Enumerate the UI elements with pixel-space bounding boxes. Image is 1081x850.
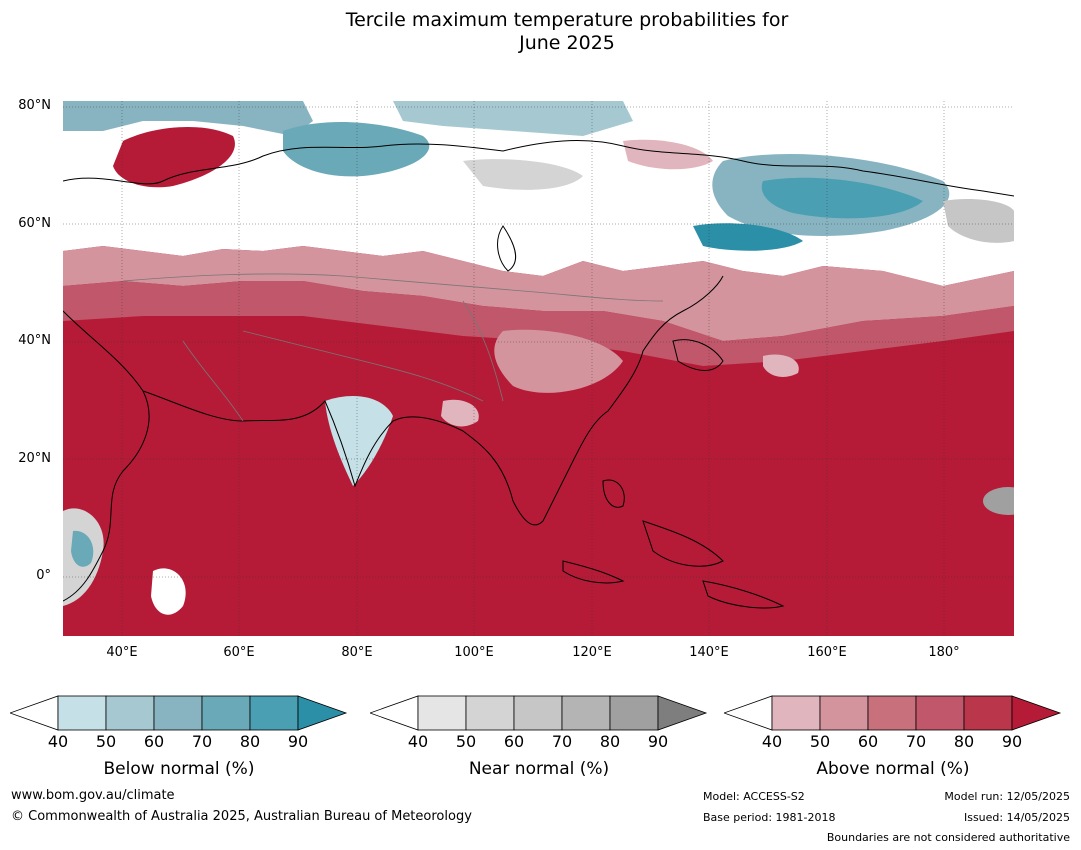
colorbar-swatch — [201, 695, 251, 731]
tick-label: 80 — [239, 732, 261, 751]
colorbar-swatch — [297, 695, 348, 731]
lon-label-160e: 160°E — [807, 645, 847, 660]
probability-map — [63, 101, 1014, 636]
above-normal-south-china — [441, 399, 479, 427]
model-text: Model: ACCESS-S2 — [703, 790, 805, 803]
tick-label: 50 — [809, 732, 831, 751]
coastlines — [63, 140, 1014, 609]
tick-label: 60 — [503, 732, 525, 751]
colorbar-near-normal — [368, 695, 708, 735]
country-borders — [122, 273, 664, 422]
base-period-text: Base period: 1981-2018 — [703, 811, 836, 824]
lon-label-100e: 100°E — [454, 645, 494, 660]
colorbar-swatch — [609, 695, 659, 731]
colorbar-above-normal-swatches — [722, 695, 1062, 731]
lon-label-40e: 40°E — [106, 645, 138, 660]
lat-label-equator: 0° — [36, 568, 51, 583]
lon-label-60e: 60°E — [223, 645, 255, 660]
website-link[interactable]: www.bom.gov.au/climate — [11, 788, 175, 803]
chart-title: Tercile maximum temperature probabilitie… — [0, 9, 1081, 55]
colorbar-near-normal-title: Near normal (%) — [468, 759, 610, 779]
colorbar-swatch — [513, 695, 563, 731]
tick-label: 50 — [95, 732, 117, 751]
tick-label: 70 — [905, 732, 927, 751]
colorbar-above-normal-title: Above normal (%) — [816, 759, 970, 779]
colorbar-swatch — [561, 695, 611, 731]
tick-label: 70 — [551, 732, 573, 751]
disclaimer-text: Boundaries are not considered authoritat… — [826, 831, 1070, 844]
lat-label-60n: 60°N — [18, 216, 51, 231]
colorbar-swatch — [1011, 695, 1062, 731]
tick-label: 40 — [761, 732, 783, 751]
lon-label-120e: 120°E — [572, 645, 612, 660]
above-normal-arctic-patch — [113, 126, 235, 188]
issued-text: Issued: 14/05/2025 — [963, 811, 1070, 824]
colorbar-swatch — [465, 695, 515, 731]
below-normal-arctic-coast — [393, 101, 633, 136]
tick-label: 60 — [143, 732, 165, 751]
graticule — [63, 101, 1014, 636]
below-normal-okhotsk — [693, 223, 803, 251]
below-normal-india — [325, 396, 393, 486]
above-normal-70-band — [63, 281, 1014, 366]
lon-label-80e: 80°E — [341, 645, 373, 660]
tick-label: 90 — [287, 732, 309, 751]
colorbar-swatch — [963, 695, 1013, 731]
lat-label-20n: 20°N — [18, 451, 51, 466]
above-normal-pacific-patch — [763, 354, 799, 377]
tick-label: 70 — [191, 732, 213, 751]
below-normal-north-west — [63, 101, 313, 136]
tick-label: 80 — [599, 732, 621, 751]
near-normal-central-siberia — [463, 159, 583, 190]
lon-label-180: 180° — [928, 645, 960, 660]
below-normal-east-siberia-core — [761, 177, 923, 219]
tick-label: 60 — [857, 732, 879, 751]
near-normal-pacific-patch — [983, 487, 1014, 515]
copyright-text: © Commonwealth of Australia 2025, Austra… — [11, 809, 472, 824]
above-normal-china-light — [494, 329, 623, 393]
near-normal-chukotka — [943, 199, 1014, 243]
colorbar-near-normal-swatches — [368, 695, 708, 731]
colorbar-swatch — [153, 695, 203, 731]
model-run-text: Model run: 12/05/2025 — [944, 790, 1070, 803]
colorbar-swatch — [867, 695, 917, 731]
map-canvas — [63, 101, 1014, 636]
tick-label: 40 — [407, 732, 429, 751]
title-line-1: Tercile maximum temperature probabilitie… — [345, 9, 789, 31]
colorbar-swatch — [771, 695, 821, 731]
colorbar-swatch — [105, 695, 155, 731]
colorbar-above-normal-ticks: 40 50 60 70 80 90 — [724, 732, 1062, 752]
near-normal-indian-ocean — [151, 568, 186, 615]
below-normal-siberia-west — [283, 121, 430, 177]
below-normal-east-africa — [71, 530, 94, 567]
colorbar-below-normal-swatches — [8, 695, 348, 731]
colorbar-swatch — [915, 695, 965, 731]
colorbar-below-normal-ticks: 40 50 60 70 80 90 — [10, 732, 348, 752]
above-normal-light-patch — [623, 139, 713, 170]
tick-label: 50 — [455, 732, 477, 751]
colorbar-swatch — [57, 695, 107, 731]
title-line-2: June 2025 — [519, 32, 615, 54]
tick-label: 80 — [953, 732, 975, 751]
colorbar-below-normal-title: Below normal (%) — [103, 759, 255, 779]
tick-label: 40 — [47, 732, 69, 751]
colorbar-swatch — [417, 695, 467, 731]
lat-label-80n: 80°N — [18, 98, 51, 113]
lon-label-140e: 140°E — [689, 645, 729, 660]
colorbar-swatch — [249, 695, 299, 731]
tick-label: 90 — [1001, 732, 1023, 751]
colorbar-below-normal — [8, 695, 348, 735]
colorbar-above-normal — [722, 695, 1062, 735]
lat-label-40n: 40°N — [18, 333, 51, 348]
above-normal-50-band — [63, 246, 1014, 341]
colorbar-near-normal-ticks: 40 50 60 70 80 90 — [370, 732, 708, 752]
colorbar-swatch — [657, 695, 708, 731]
tick-label: 90 — [647, 732, 669, 751]
colorbar-swatch — [819, 695, 869, 731]
